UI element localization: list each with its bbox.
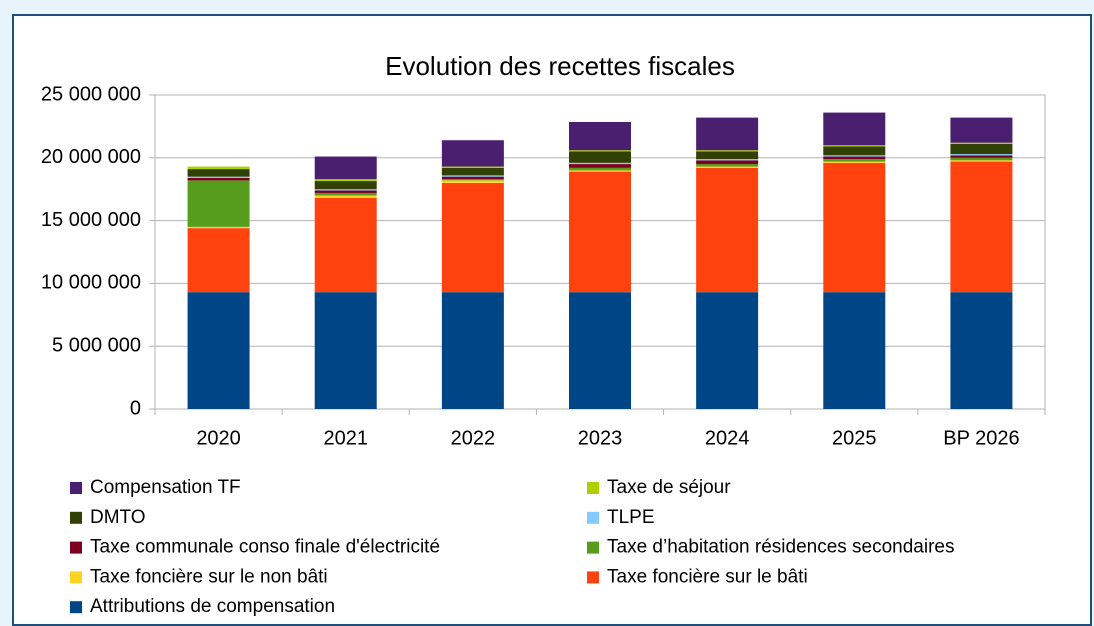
x-tick-label: 2021 — [323, 427, 368, 449]
bar-segment — [187, 228, 250, 293]
bar-segment — [187, 177, 250, 181]
bar-segment — [314, 181, 377, 190]
legend-swatch — [587, 511, 599, 524]
bar-segment — [441, 175, 504, 177]
chart-title: Evolution des recettes fiscales — [385, 51, 735, 81]
legend-swatch — [587, 571, 599, 584]
bar-segment — [696, 159, 759, 161]
legend-label: Taxe foncière sur le non bâti — [90, 566, 328, 587]
y-tick-label: 15 000 000 — [41, 209, 141, 231]
bar-segment — [314, 195, 377, 198]
bar-segment — [569, 122, 631, 151]
bar-segment — [569, 150, 631, 152]
bar-segment — [187, 169, 250, 177]
y-tick-label: 25 000 000 — [41, 83, 141, 105]
bar-segment — [187, 180, 250, 227]
bar-segment — [696, 292, 759, 409]
legend-swatch — [70, 601, 82, 614]
bar-segment — [441, 140, 504, 167]
bar-segment — [441, 179, 504, 181]
legend-label: Taxe communale conso finale d'électricit… — [90, 537, 440, 558]
bar-segment — [950, 292, 1013, 409]
bar-segment — [696, 150, 759, 152]
y-tick-label: 10 000 000 — [41, 272, 141, 294]
bar-segment — [569, 164, 631, 168]
bar-segment — [441, 182, 504, 293]
bar-segment — [823, 156, 886, 160]
legend-swatch — [70, 511, 82, 524]
bar-segment — [823, 145, 886, 147]
bar-segment — [696, 160, 759, 165]
bar-segment — [187, 226, 250, 229]
bar-segment — [314, 292, 377, 409]
bar-segment — [823, 162, 886, 293]
bar-segment — [950, 161, 1013, 293]
bar-segment — [441, 167, 504, 176]
bar-segment — [950, 154, 1013, 156]
bar-segment — [950, 155, 1013, 158]
bar-segment — [950, 117, 1013, 143]
bar-segment — [314, 192, 377, 196]
bar-segment — [187, 176, 250, 178]
bar-segment — [314, 179, 377, 182]
bar-segment — [314, 189, 377, 191]
bar-segment — [823, 292, 886, 409]
bar-segment — [823, 146, 886, 156]
bar-segment — [441, 166, 504, 168]
legend-swatch — [70, 541, 82, 554]
bar-segment — [696, 151, 759, 160]
y-tick-label: 0 — [130, 397, 141, 419]
x-tick-label: 2020 — [196, 427, 241, 449]
legend-label: Taxe de séjour — [607, 477, 731, 498]
bar-segment — [187, 292, 250, 409]
legend-label: Taxe d’habitation résidences secondaires — [607, 537, 955, 558]
bar-segment — [441, 292, 504, 409]
legend-swatch — [587, 541, 599, 554]
legend-label: Compensation TF — [90, 477, 241, 498]
bar-segment — [696, 167, 759, 293]
legend-label: Attributions de compensation — [90, 596, 335, 617]
bar-segment — [314, 190, 377, 193]
bar-segment — [441, 180, 504, 183]
bar-segment — [950, 143, 1013, 155]
x-tick-label: 2025 — [832, 427, 877, 449]
bar-segment — [696, 164, 759, 167]
bar-segment — [569, 171, 631, 293]
bar-segment — [569, 292, 631, 409]
x-tick-label: 2023 — [578, 427, 623, 449]
legend-swatch — [70, 571, 82, 584]
bar-segment — [950, 157, 1013, 161]
bar-segment — [696, 117, 759, 151]
bar-segment — [314, 197, 377, 293]
y-tick-label: 5 000 000 — [52, 334, 141, 356]
bar-segment — [441, 176, 504, 180]
bar-segment — [823, 112, 886, 146]
legend-label: DMTO — [90, 507, 146, 528]
x-tick-label: BP 2026 — [943, 427, 1019, 449]
bar-segment — [569, 167, 631, 171]
bar-segment — [950, 142, 1013, 144]
legend-label: Taxe foncière sur le bâti — [607, 566, 808, 587]
bar-segment — [314, 156, 377, 180]
bar-segment — [696, 166, 759, 168]
x-tick-label: 2022 — [451, 427, 496, 449]
y-tick-label: 20 000 000 — [41, 146, 141, 168]
bar-segment — [823, 161, 886, 163]
bar-segment — [950, 160, 1013, 162]
bar-segment — [569, 151, 631, 163]
bar-segment — [823, 159, 886, 162]
bar-segment — [569, 162, 631, 165]
legend-label: TLPE — [607, 507, 655, 528]
bar-segment — [823, 155, 886, 157]
bar-segment — [187, 166, 250, 170]
x-tick-label: 2024 — [705, 427, 750, 449]
legend-swatch — [587, 482, 599, 494]
bar-segment — [569, 170, 631, 172]
legend-swatch — [70, 482, 82, 494]
